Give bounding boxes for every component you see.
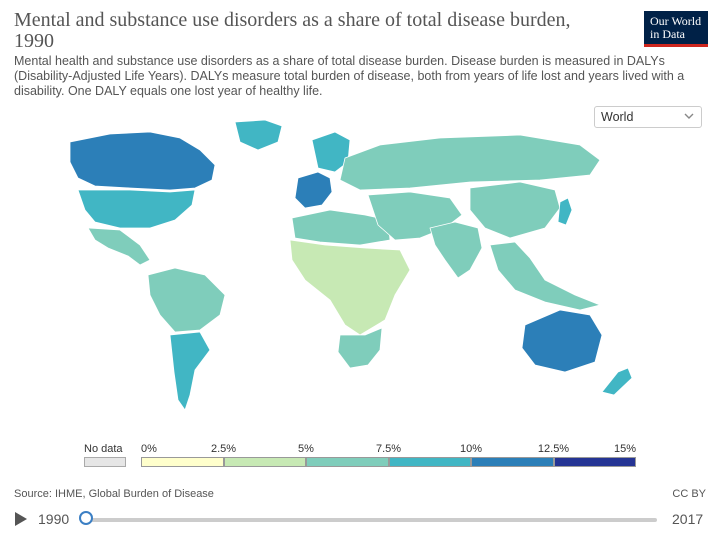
world-map bbox=[69, 119, 633, 411]
region-greenland[interactable] bbox=[234, 119, 283, 151]
timeline-end-year: 2017 bbox=[672, 511, 704, 527]
legend-tick-label: 12.5% bbox=[537, 443, 570, 455]
region-east-asia[interactable] bbox=[469, 181, 561, 239]
logo-line-1: Our World bbox=[650, 14, 702, 28]
chevron-down-icon bbox=[684, 113, 694, 119]
timeline-start-year: 1990 bbox=[38, 511, 70, 527]
legend-bin[interactable] bbox=[223, 457, 306, 467]
play-icon[interactable] bbox=[15, 512, 27, 526]
region-eastern-europe-north-asia[interactable] bbox=[339, 134, 601, 191]
legend-tick-label: 2.5% bbox=[210, 443, 237, 455]
legend-bin[interactable] bbox=[471, 457, 554, 467]
logo-line-2: in Data bbox=[650, 27, 685, 41]
region-sub-saharan-africa[interactable] bbox=[289, 239, 411, 336]
map-legend: No data 0% 2.5% 5% 7.5% 10% 12.5% 15% bbox=[0, 440, 724, 470]
region-south-asia[interactable] bbox=[429, 221, 483, 279]
chart-title: Mental and substance use disorders as a … bbox=[14, 9, 571, 52]
owid-logo[interactable]: Our World in Data bbox=[644, 11, 708, 47]
legend-nodata-label: No data bbox=[84, 443, 123, 455]
legend-tick-label: 15% bbox=[613, 443, 636, 455]
region-select[interactable]: World bbox=[594, 106, 702, 128]
region-southern-cone[interactable] bbox=[169, 331, 211, 411]
legend-bin[interactable] bbox=[553, 457, 636, 467]
legend-bin[interactable] bbox=[388, 457, 471, 467]
timeline: 1990 2017 bbox=[0, 506, 724, 533]
region-south-america[interactable] bbox=[147, 267, 226, 333]
legend-bin[interactable] bbox=[141, 457, 224, 467]
timeline-track[interactable] bbox=[87, 518, 657, 522]
legend-bin[interactable] bbox=[306, 457, 389, 467]
region-north-africa[interactable] bbox=[291, 209, 391, 246]
region-new-zealand[interactable] bbox=[601, 367, 633, 396]
region-australia[interactable] bbox=[521, 309, 603, 373]
timeline-handle[interactable] bbox=[79, 511, 93, 525]
legend-tick-label: 10% bbox=[459, 443, 483, 455]
region-north-america-south[interactable] bbox=[77, 189, 196, 229]
legend-tick-label: 5% bbox=[298, 443, 314, 455]
legend-nodata-swatch bbox=[84, 457, 126, 467]
region-select-value: World bbox=[601, 110, 634, 124]
region-southeast-asia[interactable] bbox=[489, 241, 601, 311]
region-north-america-north[interactable] bbox=[69, 131, 216, 191]
region-mexico-central-america[interactable] bbox=[87, 227, 151, 266]
legend-tick-label: 0% bbox=[141, 443, 157, 455]
legend-tick-label: 7.5% bbox=[375, 443, 402, 455]
chart-subtitle: Mental health and substance use disorder… bbox=[14, 54, 685, 98]
license-note[interactable]: CC BY bbox=[672, 488, 706, 500]
region-western-europe[interactable] bbox=[294, 171, 333, 209]
source-note[interactable]: Source: IHME, Global Burden of Disease bbox=[14, 488, 214, 500]
region-japan[interactable] bbox=[557, 197, 573, 226]
region-southern-africa[interactable] bbox=[337, 327, 383, 369]
